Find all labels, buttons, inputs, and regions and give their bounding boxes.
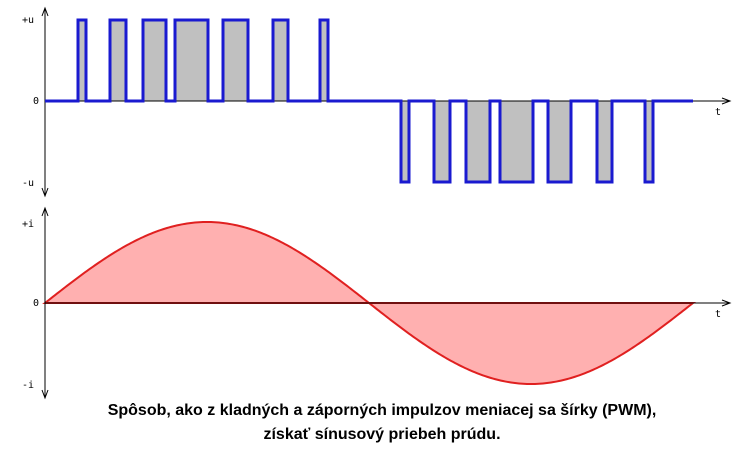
pwm-pulses (78, 20, 653, 182)
pulse-fill (273, 20, 288, 101)
caption-line: Spôsob, ako z kladných a záporných impul… (108, 402, 657, 419)
pulse-fill (320, 20, 328, 101)
pulse-fill (175, 20, 208, 101)
pulse-fill (466, 101, 490, 182)
minus-i-label: -i (22, 380, 34, 391)
pulse-fill (401, 101, 409, 182)
t-axis-arrow (721, 97, 732, 105)
pulse-fill (597, 101, 612, 182)
plus-u-label: +u (22, 15, 34, 26)
zero-u-label: 0 (33, 96, 39, 107)
pulse-fill (548, 101, 571, 182)
zero-i-label: 0 (33, 298, 39, 309)
i-axis-arrows (41, 206, 49, 400)
plus-i-label: +i (22, 219, 34, 230)
pulse-fill (78, 20, 86, 101)
minus-u-label: -u (22, 178, 34, 189)
t-label: t (715, 107, 721, 118)
pulse-fill (110, 20, 126, 101)
u-axis-arrows (41, 6, 49, 198)
pulse-fill (434, 101, 450, 182)
pulse-fill (645, 101, 653, 182)
pulse-fill (143, 20, 166, 101)
t-label: t (715, 309, 721, 320)
pulse-fill (223, 20, 248, 101)
pwm-signal (45, 18, 693, 184)
caption-line: získať sínusový priebeh prúdu. (263, 426, 500, 443)
t-axis-arrow (721, 299, 732, 307)
pulse-fill (500, 101, 533, 182)
